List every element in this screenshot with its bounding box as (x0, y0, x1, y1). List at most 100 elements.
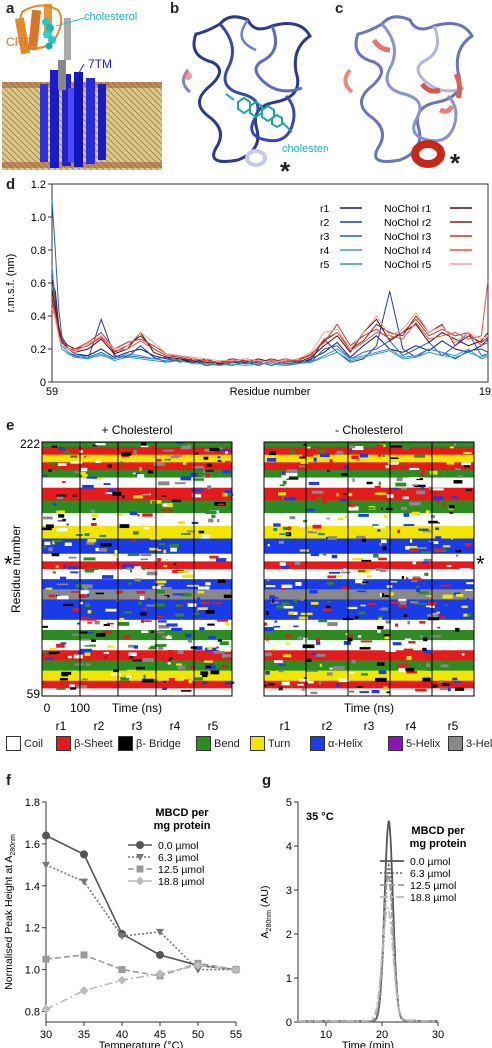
ss-noise (303, 677, 307, 680)
ss-noise (411, 484, 418, 486)
ss-noise (60, 576, 67, 581)
ss-noise (286, 469, 298, 474)
ss-noise (360, 545, 366, 548)
ss-noise (128, 636, 131, 639)
ss-band (264, 525, 474, 540)
ss-noise (112, 491, 122, 496)
ss-noise (52, 571, 56, 574)
ss-noise (82, 678, 88, 681)
y-tick-label: 1.2 (25, 923, 40, 935)
y-tick-label: 4 (286, 841, 292, 853)
ss-noise (325, 536, 329, 539)
y-tick-label: 1.8 (25, 797, 40, 809)
ss-noise (333, 692, 338, 694)
ss-noise (210, 670, 220, 675)
ss-noise (215, 558, 227, 563)
ss-noise (167, 662, 171, 665)
ss-noise (154, 631, 165, 634)
ss-noise (326, 605, 331, 609)
heatmap-frame (263, 441, 475, 697)
star-marker-c: * (450, 148, 461, 178)
ss-noise (355, 615, 359, 620)
ss-noise (76, 685, 88, 689)
ss-band (264, 454, 474, 463)
ss-noise (278, 664, 287, 666)
data-point (136, 854, 144, 861)
replica-label: r5 (448, 719, 459, 733)
ss-noise (216, 518, 220, 523)
legend-item: β- Bridge (118, 736, 181, 751)
y-tick-label: 0.6 (31, 278, 46, 290)
ss-noise (175, 604, 183, 608)
ss-noise (278, 541, 285, 544)
ss-band (42, 500, 232, 514)
ss-noise (160, 539, 166, 543)
ss-noise (265, 671, 270, 675)
ss-noise (400, 506, 408, 511)
ss-band (42, 569, 232, 580)
ss-noise (398, 668, 410, 672)
ss-noise (217, 460, 222, 462)
ss-noise (419, 635, 423, 638)
ss-noise (75, 534, 83, 536)
y-tick-label: 1.4 (25, 881, 40, 893)
ss-noise (281, 565, 289, 570)
ss-noise (191, 488, 203, 492)
data-point (193, 960, 203, 970)
ss-noise (178, 604, 184, 607)
ss-noise (140, 558, 149, 561)
ss-noise (455, 468, 461, 471)
data-point (41, 1004, 51, 1014)
ss-noise (367, 602, 376, 605)
ss-noise (283, 497, 296, 501)
x-tick-label: 100 (70, 701, 90, 715)
series-line (45, 954, 237, 977)
ss-noise (355, 579, 363, 584)
ss-noise (162, 687, 168, 691)
ss-noise (209, 447, 220, 452)
ss-noise (90, 652, 98, 657)
ss-noise (445, 572, 457, 576)
ss-noise (450, 537, 454, 540)
ss-noise (423, 558, 432, 562)
ss-noise (56, 495, 64, 500)
ss-noise (148, 645, 157, 650)
ss-noise (348, 637, 353, 642)
ss-noise (407, 487, 419, 491)
heatmap-frame (41, 441, 233, 697)
ss-noise (183, 461, 187, 465)
ss-band (42, 660, 232, 672)
ss-band (264, 680, 474, 689)
ss-noise (141, 630, 149, 633)
ss-noise (279, 484, 285, 487)
ss-noise (461, 462, 472, 466)
ss-noise (442, 653, 455, 657)
ss-noise (53, 539, 63, 543)
ss-noise (190, 666, 197, 669)
ss-noise (392, 642, 402, 646)
ss-noise (208, 518, 214, 523)
legend-label: r5 (320, 259, 329, 271)
legend-swatch (196, 736, 211, 751)
legend-swatch (118, 736, 133, 751)
ss-noise (409, 539, 413, 543)
legend-label: NoChol r5 (384, 259, 431, 271)
ss-noise (278, 492, 286, 496)
ss-noise (176, 442, 184, 444)
ss-noise (377, 615, 383, 618)
ss-noise (168, 666, 171, 670)
ss-noise (205, 510, 217, 515)
ss-noise (91, 614, 99, 617)
structure-rmsf-difference: * (343, 15, 474, 178)
ss-noise (157, 584, 165, 586)
data-point (42, 955, 50, 963)
ss-noise (128, 652, 137, 657)
ss-noise (70, 455, 78, 458)
ss-noise (374, 492, 387, 495)
ss-noise (358, 611, 366, 615)
ss-noise (198, 530, 205, 534)
y-tick-label: 2 (286, 929, 292, 941)
ss-noise (451, 495, 458, 499)
ss-noise (207, 623, 215, 626)
ss-noise (420, 486, 424, 490)
